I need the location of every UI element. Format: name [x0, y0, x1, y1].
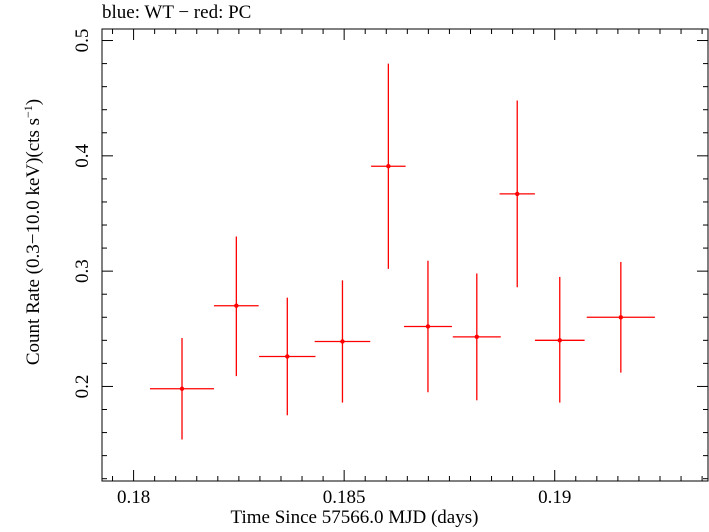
point-marker — [234, 303, 239, 308]
y-axis-label-exponent: −1 — [20, 105, 35, 118]
x-tick-label: 0.185 — [323, 487, 366, 508]
point-marker — [386, 164, 391, 169]
data-point — [403, 260, 452, 393]
data-point — [214, 236, 259, 377]
data-series — [150, 63, 655, 440]
axis-tick-labels: 0.18 0.185 0.19 0.2 0.3 0.4 0.5 — [72, 29, 571, 508]
data-point — [586, 261, 655, 373]
data-point — [534, 276, 585, 403]
y-axis-label: Count Rate (0.3−10.0 keV)(cts s−1) — [21, 99, 45, 365]
data-point — [499, 100, 535, 288]
point-marker — [515, 191, 520, 197]
point-marker — [557, 338, 562, 343]
y-tick-label: 0.2 — [72, 375, 93, 399]
y-axis-label-main: Count Rate (0.3−10.0 keV)(cts s — [23, 117, 45, 366]
point-marker — [474, 334, 480, 340]
data-point — [150, 338, 215, 440]
data-point — [314, 280, 371, 403]
y-tick-label: 0.4 — [72, 143, 93, 167]
x-tick-label: 0.18 — [117, 487, 150, 508]
data-point — [259, 297, 316, 416]
y-tick-label: 0.5 — [72, 29, 93, 53]
point-marker — [618, 315, 624, 320]
point-marker — [179, 386, 185, 391]
point-marker — [285, 354, 290, 359]
x-tick-label: 0.19 — [538, 487, 571, 508]
chart-title: blue: WT − red: PC — [102, 2, 252, 23]
data-point — [452, 273, 501, 401]
x-axis-label: Time Since 57566.0 MJD (days) — [230, 507, 479, 528]
point-marker — [425, 324, 431, 329]
plot-frame — [101, 28, 709, 482]
axis-ticks — [102, 29, 708, 481]
y-axis-label-tail: ) — [23, 98, 45, 106]
y-tick-label: 0.3 — [72, 259, 93, 283]
point-marker — [340, 339, 345, 344]
data-point — [371, 63, 406, 269]
